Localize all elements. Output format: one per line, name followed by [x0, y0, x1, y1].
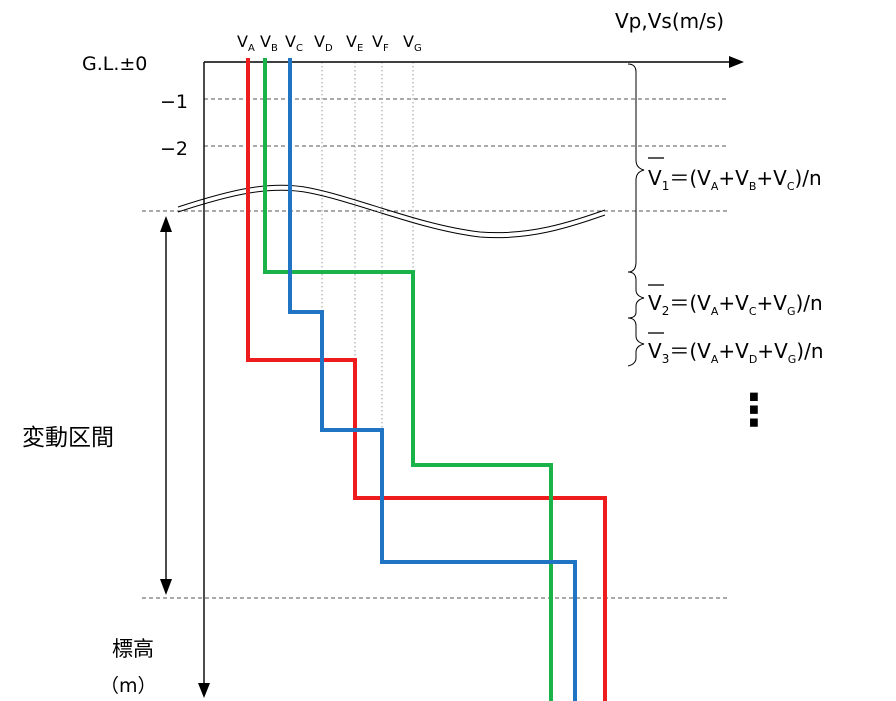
label-va: VA — [237, 32, 255, 54]
break-wave-top — [177, 184, 606, 234]
formula-v3-text: V3＝(VA+VD+VG)/n — [648, 339, 824, 366]
variable-section-arrow-up — [160, 216, 172, 232]
formula-v2-text: V2＝(VA+VC+VG)/n — [648, 291, 823, 318]
velocity-profile-blue — [288, 58, 577, 701]
variable-section-label: 変動区間 — [22, 425, 114, 451]
brace-v1 — [627, 63, 645, 273]
label-vf: VF — [372, 32, 389, 54]
break-wave-bottom — [177, 189, 606, 239]
label-vc: VC — [285, 32, 303, 54]
y-axis-label: 標高 — [112, 637, 154, 661]
y-axis-unit: （m） — [100, 675, 157, 697]
gl-zero-label: G.L.±0 — [82, 53, 147, 75]
brace-v3 — [627, 317, 645, 367]
x-axis-label: Vp,Vs(m/s) — [615, 9, 724, 33]
label-vb: VB — [260, 32, 278, 54]
velocity-labels: VA VB VC VD VE VF VG — [237, 32, 422, 54]
formula-v1: V1＝(VA+VB+VC)/n — [648, 157, 822, 193]
tick-label-minus2: −2 — [160, 138, 188, 160]
brace-v2 — [627, 271, 645, 319]
label-vg: VG — [403, 32, 422, 54]
x-axis-arrow — [729, 56, 744, 68]
label-ve: VE — [346, 32, 363, 54]
continuation-ellipsis: ⋮ — [732, 385, 776, 436]
y-axis-arrow — [198, 683, 210, 698]
formula-v2: V2＝(VA+VC+VG)/n — [648, 284, 823, 318]
tick-label-minus1: −1 — [160, 91, 188, 113]
formula-v3: V3＝(VA+VD+VG)/n — [648, 332, 824, 366]
variable-section-arrow-down — [160, 579, 172, 595]
velocity-profile-green — [263, 58, 553, 701]
label-vd: VD — [314, 32, 333, 54]
formula-v1-text: V1＝(VA+VB+VC)/n — [648, 166, 822, 193]
